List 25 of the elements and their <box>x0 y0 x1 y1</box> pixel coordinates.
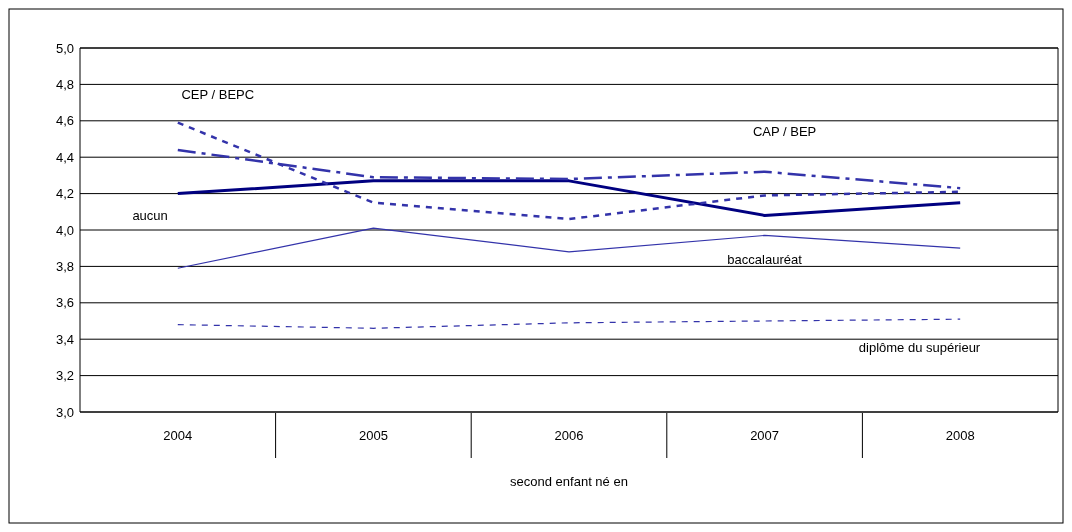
line-series <box>176 179 962 217</box>
x-tick-label: 2007 <box>750 428 780 443</box>
y-tick-label: 4,6 <box>55 113 74 129</box>
series-label: diplôme du supérieur <box>858 339 981 355</box>
series-label: aucun <box>132 208 168 224</box>
y-tick-label: 4,4 <box>55 149 74 165</box>
x-tick-label: 2008 <box>945 428 975 443</box>
y-tick-label: 3,2 <box>55 368 74 384</box>
line-series <box>177 227 961 269</box>
y-tick-label: 4,0 <box>55 222 74 238</box>
y-tick-label: 4,8 <box>55 76 74 92</box>
x-axis-title: second enfant né en <box>510 474 628 489</box>
series-label: CEP / BEPC <box>181 87 255 103</box>
text: CAP / BEP <box>752 124 817 140</box>
y-tick-label: 4,2 <box>55 186 74 202</box>
x-tick-label: 2004 <box>163 428 193 443</box>
y-tick-label: 3,0 <box>55 404 74 420</box>
y-tick-label: 5,0 <box>55 40 74 56</box>
line-series <box>177 318 961 329</box>
x-tick-label: 2006 <box>554 428 584 443</box>
y-tick-label: 3,6 <box>55 295 74 311</box>
series-label: baccalauréat <box>727 252 803 268</box>
x-tick-label: 2005 <box>358 428 388 443</box>
y-tick-label: 3,8 <box>55 258 74 274</box>
y-tick-label: 3,4 <box>55 331 74 347</box>
